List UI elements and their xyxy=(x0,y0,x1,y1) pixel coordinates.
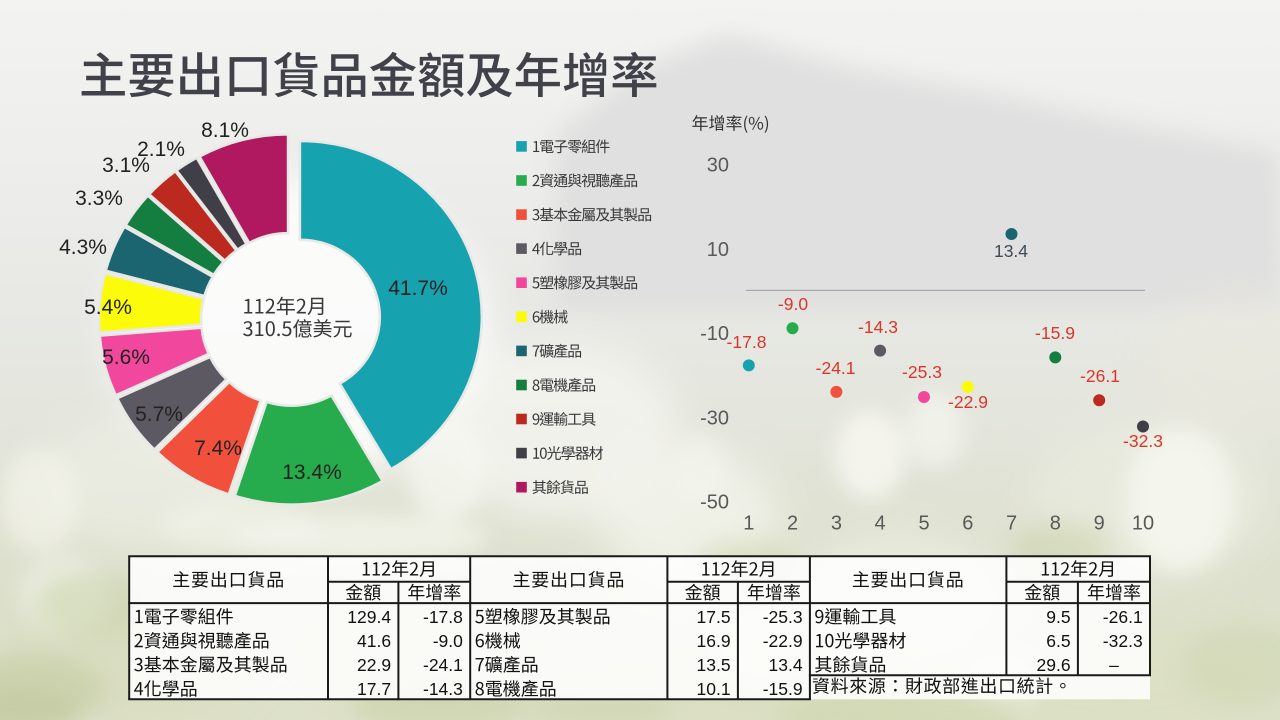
svg-text:-22.9: -22.9 xyxy=(763,631,803,651)
svg-text:5.4%: 5.4% xyxy=(84,296,132,319)
svg-text:-50: -50 xyxy=(700,492,729,514)
svg-text:2: 2 xyxy=(787,513,798,535)
svg-text:5.6%: 5.6% xyxy=(102,346,150,369)
svg-text:129.4: 129.4 xyxy=(347,607,391,627)
svg-text:-22.9: -22.9 xyxy=(948,392,988,412)
svg-text:-32.3: -32.3 xyxy=(1123,431,1163,451)
svg-text:-9.0: -9.0 xyxy=(433,631,463,651)
svg-text:-9.0: -9.0 xyxy=(778,294,808,314)
svg-text:10: 10 xyxy=(707,239,729,261)
svg-text:7: 7 xyxy=(1006,513,1017,535)
svg-text:1: 1 xyxy=(743,513,754,535)
svg-text:6.5: 6.5 xyxy=(1046,631,1070,651)
svg-text:-24.1: -24.1 xyxy=(816,358,856,378)
svg-text:3: 3 xyxy=(831,513,842,535)
svg-text:5: 5 xyxy=(918,513,929,535)
svg-text:41.7%: 41.7% xyxy=(388,277,448,300)
svg-text:-14.3: -14.3 xyxy=(858,317,898,337)
svg-text:4: 4 xyxy=(875,513,886,535)
svg-text:41.6: 41.6 xyxy=(357,631,391,651)
svg-text:8: 8 xyxy=(1050,513,1061,535)
svg-text:-25.3: -25.3 xyxy=(763,607,803,627)
svg-text:-26.1: -26.1 xyxy=(1080,366,1120,386)
svg-text:8.1%: 8.1% xyxy=(201,119,249,142)
svg-text:2.1%: 2.1% xyxy=(137,138,185,161)
svg-text:9.5: 9.5 xyxy=(1046,607,1070,627)
svg-text:3.3%: 3.3% xyxy=(75,187,123,210)
svg-text:29.6: 29.6 xyxy=(1037,655,1071,675)
svg-text:17.5: 17.5 xyxy=(697,607,731,627)
svg-text:30: 30 xyxy=(707,155,729,177)
svg-text:-32.3: -32.3 xyxy=(1103,631,1143,651)
svg-text:10: 10 xyxy=(1132,513,1154,535)
svg-text:-26.1: -26.1 xyxy=(1103,607,1143,627)
svg-text:-10: -10 xyxy=(700,323,729,345)
svg-text:9: 9 xyxy=(1094,513,1105,535)
svg-text:13.4%: 13.4% xyxy=(282,461,342,484)
svg-text:–: – xyxy=(1109,655,1119,675)
svg-text:-24.1: -24.1 xyxy=(423,655,463,675)
svg-text:-15.9: -15.9 xyxy=(763,679,803,699)
svg-text:5.7%: 5.7% xyxy=(135,403,183,426)
svg-text:13.4: 13.4 xyxy=(994,241,1028,261)
svg-text:-17.8: -17.8 xyxy=(423,607,463,627)
svg-text:13.5: 13.5 xyxy=(697,655,731,675)
svg-text:3.1%: 3.1% xyxy=(102,154,150,177)
svg-text:13.4: 13.4 xyxy=(769,655,803,675)
svg-text:-14.3: -14.3 xyxy=(423,679,463,699)
svg-text:16.9: 16.9 xyxy=(697,631,731,651)
svg-text:-17.8: -17.8 xyxy=(727,332,767,352)
svg-text:-15.9: -15.9 xyxy=(1035,323,1075,343)
svg-text:7.4%: 7.4% xyxy=(194,437,242,460)
svg-text:-25.3: -25.3 xyxy=(902,362,942,382)
svg-text:-30: -30 xyxy=(700,407,729,429)
svg-text:4.3%: 4.3% xyxy=(59,236,107,259)
svg-text:6: 6 xyxy=(962,513,973,535)
svg-text:10.1: 10.1 xyxy=(697,679,731,699)
svg-text:22.9: 22.9 xyxy=(357,655,391,675)
svg-text:17.7: 17.7 xyxy=(357,679,391,699)
